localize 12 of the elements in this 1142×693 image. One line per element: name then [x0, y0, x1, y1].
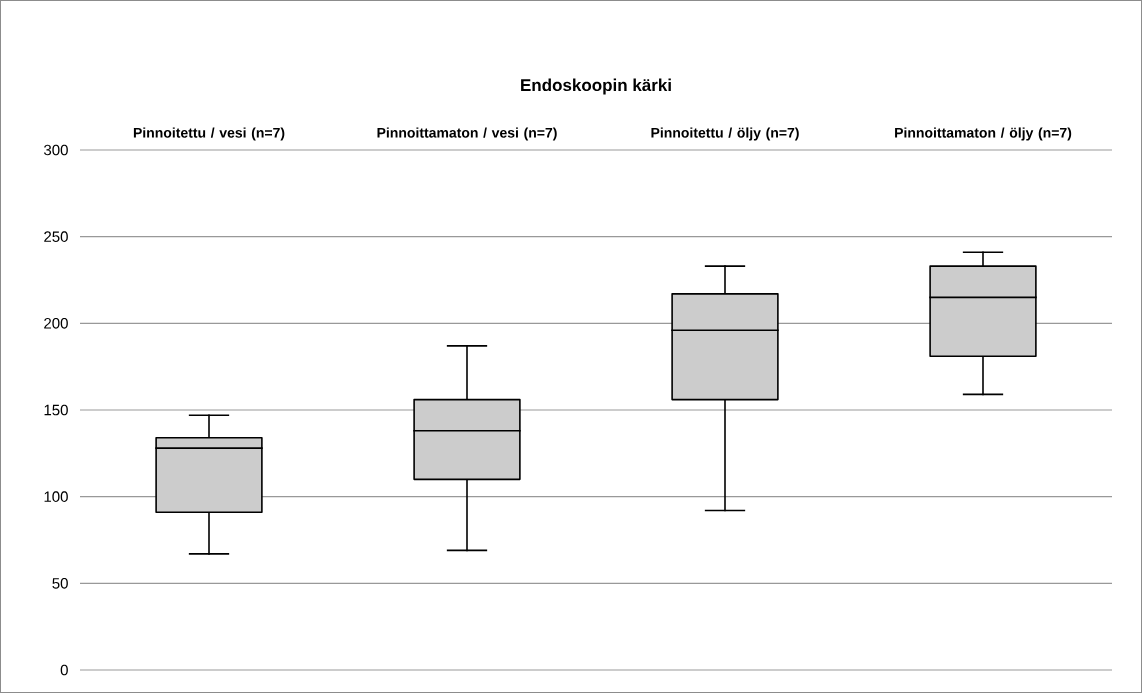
y-tick-label: 200 — [44, 318, 68, 329]
y-tick-label: 250 — [44, 231, 68, 242]
x-tick-label: Pinnoittamaton / öljy (n=7) — [895, 127, 1072, 141]
y-tick-label: 150 — [44, 404, 68, 416]
chart-title: Endoskoopin kärki — [521, 78, 671, 95]
x-tick-label: Pinnoitettu / vesi (n=7) — [133, 127, 285, 141]
y-tick-label: 300 — [44, 144, 68, 156]
x-tick-label: Pinnoitettu / öljy (n=7) — [651, 127, 799, 141]
x-tick-label: Pinnoittamaton / vesi (n=7) — [377, 127, 557, 141]
y-tick-label: 50 — [52, 578, 68, 589]
y-tick-label: 0 — [60, 664, 68, 676]
y-tick-label: 100 — [44, 491, 68, 502]
